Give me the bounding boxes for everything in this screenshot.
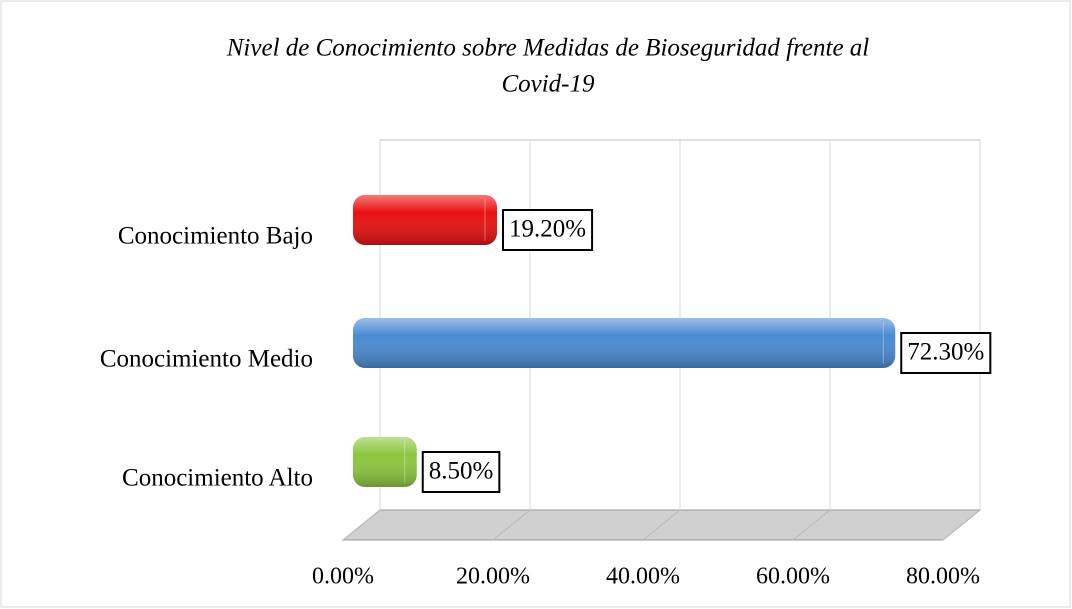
value-label-box [421,451,501,493]
chart-title: Covid-19 [501,71,595,98]
y-tick-label: Conocimiento Medio [100,346,313,373]
bar-shade [353,195,497,245]
value-label: 8.50% [429,458,494,485]
value-label: 19.20% [509,216,586,243]
chart-title: Nivel de Conocimiento sobre Medidas de B… [226,35,870,62]
floor-grid [642,509,681,541]
value-label: 72.30% [907,339,984,366]
x-tick-label: 40.00% [606,564,680,590]
x-tick-label: 20.00% [456,564,530,590]
value-label-box [502,209,594,251]
y-tick-label: Conocimiento Bajo [118,223,313,250]
y-tick-label: Conocimiento Alto [122,465,313,492]
value-label-box [900,332,992,374]
x-tick-label: 60.00% [756,564,830,590]
floor-grid [792,509,831,541]
floor-grid [342,509,381,541]
floor-grid [942,509,981,541]
floor-grid [492,509,531,541]
bar-shade [353,437,417,487]
x-tick-label: 80.00% [906,564,980,590]
x-tick-label: 0.00% [312,564,374,590]
bar-shade [353,318,896,368]
